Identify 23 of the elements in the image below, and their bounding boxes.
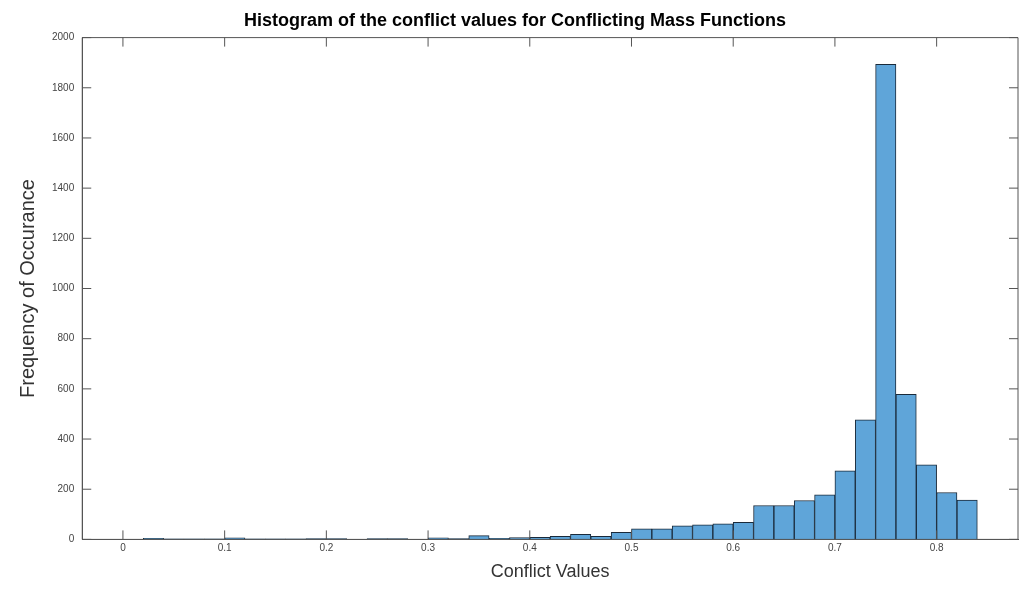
x-tick-label: 0.6 <box>726 542 741 554</box>
x-tick-label: 0.2 <box>319 542 334 554</box>
x-tick-label: 0.3 <box>421 542 436 554</box>
x-tick-label: 0.7 <box>827 542 843 554</box>
chart-title: Histogram of the conflict values for Conflicting Mass Functions <box>243 9 787 30</box>
x-tick-label: 0.1 <box>217 542 233 554</box>
x-tick-label: 0 <box>120 542 127 554</box>
y-tick-label: 1800 <box>52 81 75 93</box>
y-tick-label: 600 <box>57 382 75 394</box>
x-tick-label: 0.4 <box>522 542 538 554</box>
y-tick-label: 400 <box>57 432 75 444</box>
y-tick-label: 1200 <box>52 232 75 244</box>
x-axis-title: Conflict Values <box>490 561 610 582</box>
y-tick-label: 800 <box>57 332 75 344</box>
y-tick-label: 1400 <box>52 181 75 193</box>
x-tick-label: 0.5 <box>624 542 639 554</box>
y-axis-title: Frequency of Occurance <box>15 179 38 398</box>
y-tick-label: 2000 <box>52 31 75 43</box>
y-tick-label: 0 <box>68 533 75 545</box>
y-tick-label: 1600 <box>52 131 75 143</box>
x-tick-label: 0.8 <box>929 542 945 554</box>
y-tick-label: 200 <box>57 482 75 494</box>
y-tick-label: 1000 <box>52 282 75 294</box>
